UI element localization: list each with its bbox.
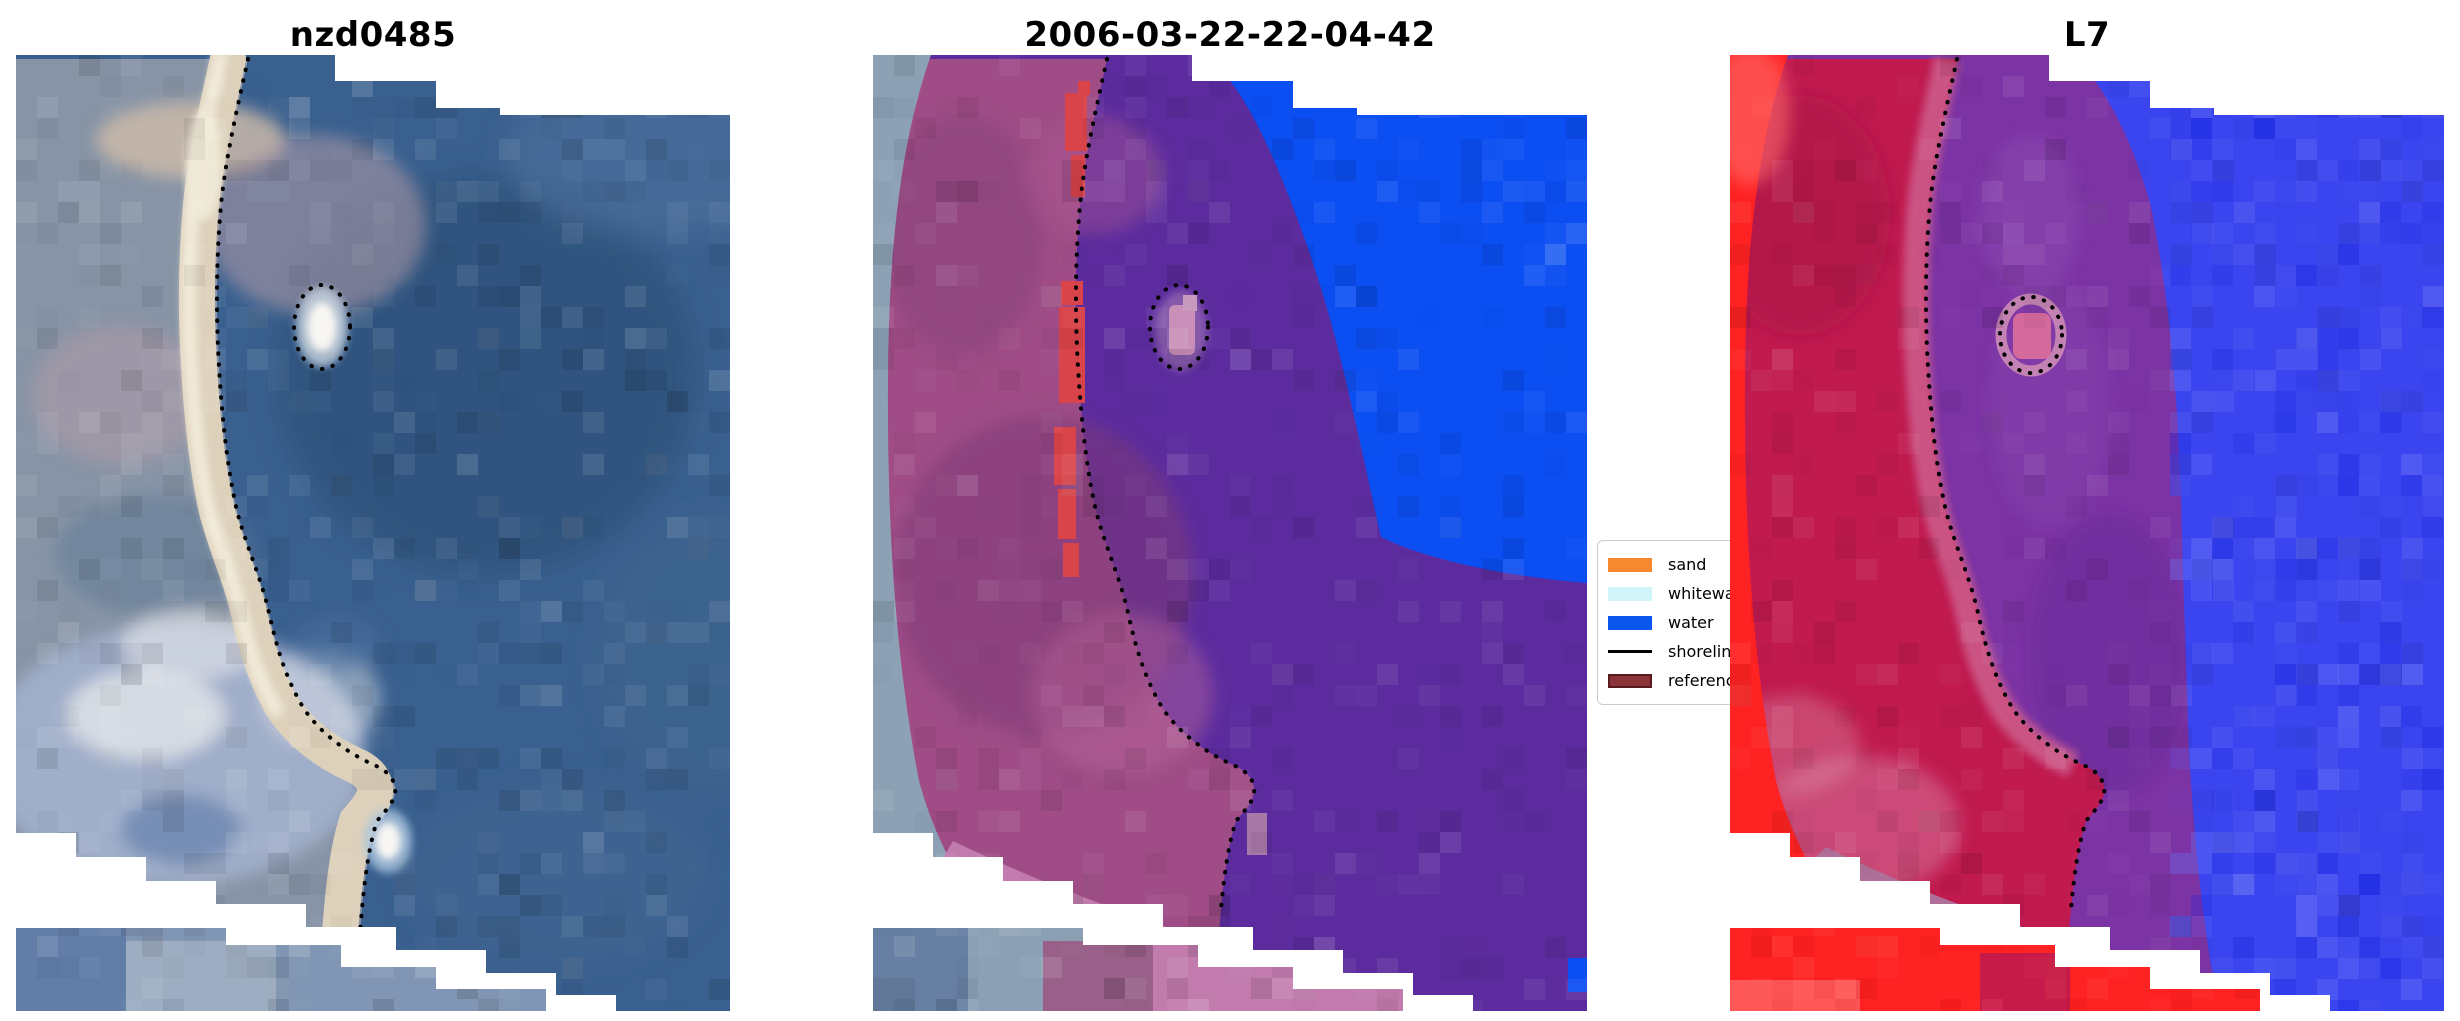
p1-feature-circle-dots — [292, 283, 352, 371]
p3-feature-circle-dots — [1998, 295, 2064, 375]
legend-item-shoreline: shoreline — [1608, 637, 1798, 666]
panel3-image — [1730, 55, 2444, 1011]
p3-shore-transition-band — [1902, 56, 2079, 777]
p2-land-mottling — [883, 115, 1213, 775]
p3-red-highlight — [1730, 55, 1790, 185]
p3-offshore-water-region — [2072, 55, 2444, 1011]
legend-label-shoreline: shoreline — [1668, 642, 1742, 661]
legend-swatch-whitewater-icon — [1608, 586, 1652, 601]
panel2-title: 2006-03-22-22-04-42 — [1024, 15, 1436, 55]
p1-shoreline-dots — [214, 57, 398, 963]
panel3-title: L7 — [2063, 15, 2111, 55]
p2-unclassified-edge-strip — [873, 55, 979, 1011]
legend-item-water: water — [1608, 608, 1798, 637]
p1-bright-feature-2 — [364, 809, 412, 873]
panel-classified-image: 2006-03-22-22-04-42 — [873, 8, 1587, 1011]
p3-shoreline-dots — [1923, 57, 2107, 911]
legend-swatch-sand-icon — [1608, 557, 1652, 572]
legend-label-water: water — [1668, 613, 1714, 632]
p1-land-mottling — [16, 102, 426, 885]
p2-bright-feature — [1155, 291, 1207, 371]
panel-l7-image: L7 — [1730, 8, 2444, 1011]
legend-swatch-shoreline-icon — [1608, 650, 1652, 653]
legend-item-sand: sand — [1608, 550, 1798, 579]
p2-shoreline-dots — [1073, 57, 1257, 911]
legend-swatch-reference-shoreline-icon — [1608, 673, 1652, 688]
p1-bright-feature — [296, 287, 348, 367]
panel1-title: nzd0485 — [289, 15, 457, 55]
p2-feature-circle-dots — [1148, 283, 1210, 371]
legend-swatch-water-icon — [1608, 615, 1652, 630]
panel2-image — [873, 55, 1587, 1011]
p2-blue-sliver — [1568, 958, 1587, 992]
p2-offshore-water-region — [1203, 55, 1587, 583]
panel1-image — [16, 55, 730, 1011]
p2-cloud-patch — [1247, 813, 1267, 855]
p3-pixel-noise — [1730, 55, 2444, 1011]
p1-beach-band — [178, 55, 394, 979]
panel-rgb-image: nzd0485 — [16, 8, 730, 1011]
legend-label-sand: sand — [1668, 555, 1707, 574]
